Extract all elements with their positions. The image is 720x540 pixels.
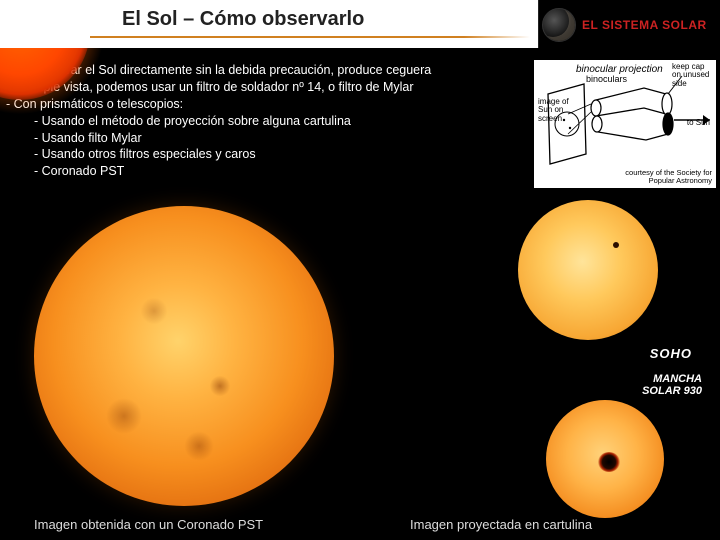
diagram-credit: courtesy of the Society for Popular Astr… (622, 169, 712, 185)
label-mancha-l1: MANCHA (653, 373, 702, 385)
diagram-binoculars-label: binoculars (586, 74, 627, 84)
sun-image-soho (518, 200, 658, 340)
label-mancha: MANCHA SOLAR 930 (642, 374, 702, 397)
label-mancha-l2: SOLAR 930 (642, 385, 702, 397)
label-soho: SOHO (650, 346, 692, 361)
content-area: - No observar el Sol directamente sin la… (0, 58, 720, 540)
header: El Sol – Cómo observarlo EL SISTEMA SOLA… (0, 0, 720, 58)
diagram-image-label: image of Sun on screen (538, 98, 578, 123)
bullet-7: - Coronado PST (6, 163, 526, 180)
diagram-cap-label: keep cap on unused side (672, 63, 712, 88)
caption-projection: Imagen proyectada en cartulina (410, 517, 592, 532)
planet-icon (542, 8, 576, 42)
bullet-3: - Con prismáticos o telescopios: (6, 96, 526, 113)
diagram-to-sun-label: to Sun (687, 118, 710, 127)
bullet-4: - Usando el método de proyección sobre a… (6, 113, 526, 130)
bullet-6: - Usando otros filtros especiales y caro… (6, 146, 526, 163)
slide-title: El Sol – Cómo observarlo (118, 8, 368, 31)
caption-coronado: Imagen obtenida con un Coronado PST (34, 517, 263, 532)
brand-logo: EL SISTEMA SOLAR (542, 6, 712, 44)
sun-image-mancha (546, 400, 664, 518)
brand-text: EL SISTEMA SOLAR (582, 18, 707, 32)
binocular-projection-diagram: binocular projection binoculars keep cap… (534, 60, 716, 188)
sun-image-coronado (34, 206, 334, 506)
bullet-5: - Usando filto Mylar (6, 130, 526, 147)
title-rule (90, 36, 530, 38)
